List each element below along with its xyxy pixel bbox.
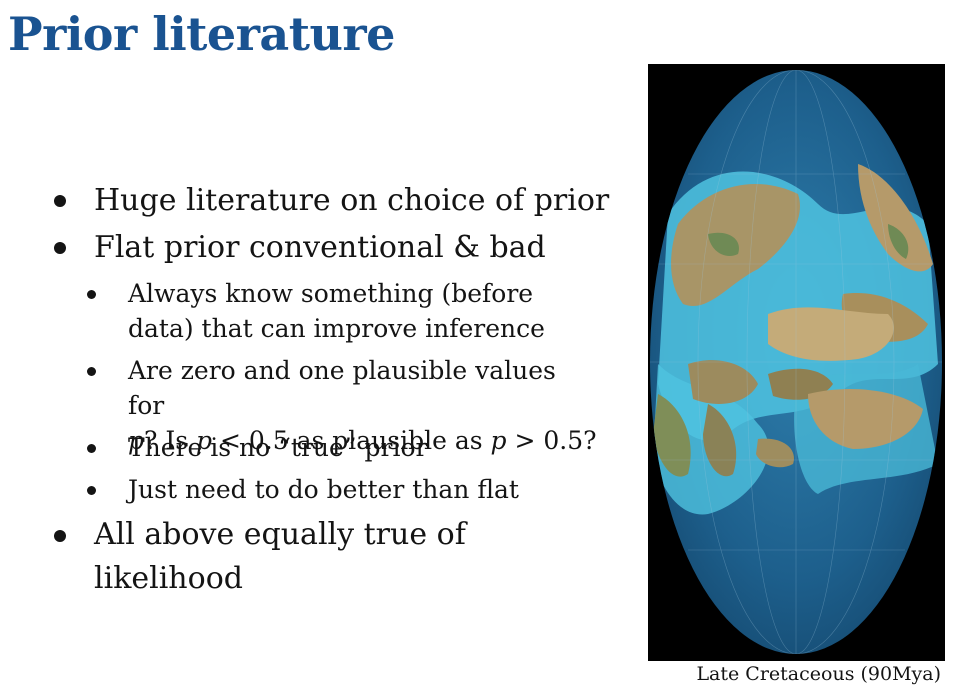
bullet-dot [54, 530, 66, 542]
sub-bullet-dot [87, 367, 96, 376]
bullet-item: Huge literature on choice of prior [94, 183, 610, 218]
sub-bullet-dot [87, 486, 96, 495]
bullet-line: likelihood [94, 561, 243, 596]
sub-bullet-dot [87, 290, 96, 299]
sub-bullet-dot [87, 444, 96, 453]
bullet-line: All above equally true of [94, 517, 466, 552]
paleo-globe-map [648, 64, 945, 661]
sub-bullet-line: data) that can improve inference [128, 314, 545, 343]
sub-bullet-item: Just need to do better than flat [128, 475, 519, 504]
sub-bullet-item: Are zero and one plausible values for p?… [128, 353, 598, 458]
sub-bullet-item: There is no “true” prior [128, 433, 428, 462]
figure-caption: Late Cretaceous (90Mya) [696, 663, 941, 685]
slide-title: Prior literature [8, 7, 395, 61]
sub-bullet-item: Always know something (before data) that… [128, 276, 598, 346]
bullet-dot [54, 242, 66, 254]
bullet-dot [54, 195, 66, 207]
sub-bullet-line: Always know something (before [128, 279, 534, 308]
sub-bullet-line: Are zero and one plausible values for [128, 356, 556, 420]
sub-bullet-line: p? Is p < 0.5 as plausible as p > 0.5? [128, 426, 597, 455]
bullet-item: Flat prior conventional & bad [94, 230, 546, 265]
globe-map-image [648, 64, 945, 661]
bullet-item: All above equally true of likelihood [94, 513, 614, 601]
